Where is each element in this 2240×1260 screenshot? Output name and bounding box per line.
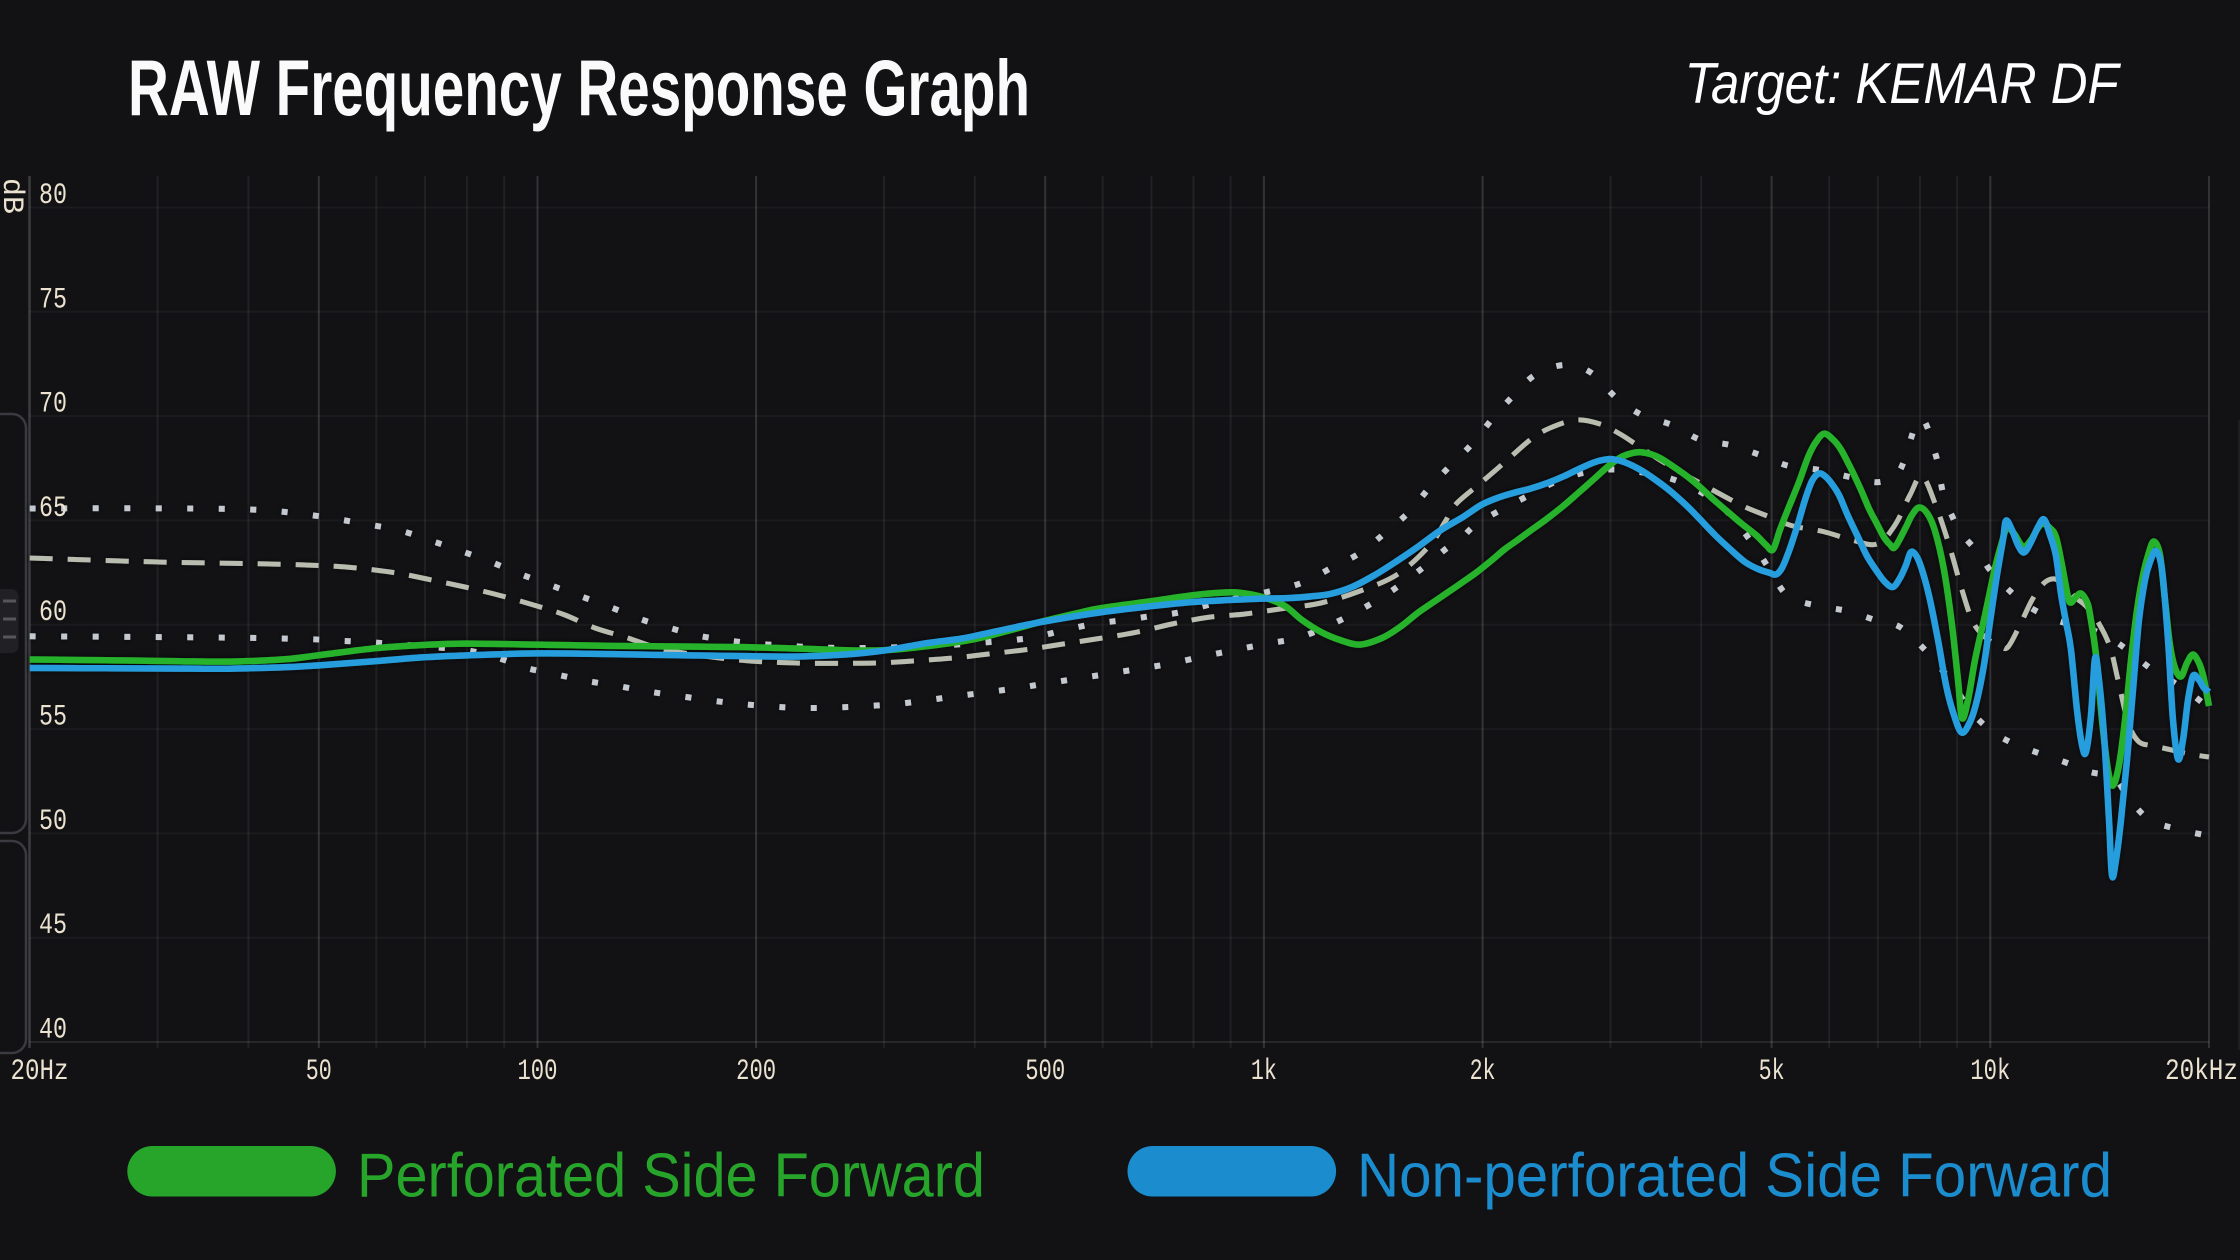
svg-text:5k: 5k <box>1759 1055 1785 1089</box>
svg-text:80: 80 <box>39 179 67 213</box>
svg-text:65: 65 <box>39 492 67 526</box>
svg-text:70: 70 <box>39 388 67 422</box>
svg-text:60: 60 <box>39 596 67 630</box>
svg-text:2k: 2k <box>1470 1055 1496 1089</box>
svg-text:1k: 1k <box>1251 1055 1277 1089</box>
svg-text:55: 55 <box>39 701 67 735</box>
svg-text:Target: KEMAR DF: Target: KEMAR DF <box>1685 52 2122 116</box>
svg-text:50: 50 <box>39 805 67 839</box>
svg-text:75: 75 <box>39 283 67 317</box>
svg-text:10k: 10k <box>1970 1055 2010 1089</box>
svg-text:dB: dB <box>0 178 28 214</box>
svg-text:40: 40 <box>39 1014 67 1048</box>
svg-text:Non-perforated Side Forward: Non-perforated Side Forward <box>1357 1142 2112 1211</box>
svg-text:100: 100 <box>517 1055 557 1089</box>
svg-text:Perforated Side Forward: Perforated Side Forward <box>357 1142 985 1211</box>
svg-text:200: 200 <box>736 1055 776 1089</box>
svg-text:500: 500 <box>1025 1055 1065 1089</box>
svg-text:45: 45 <box>39 909 67 943</box>
svg-text:RAW Frequency Response Graph: RAW Frequency Response Graph <box>128 43 1030 132</box>
svg-text:20kHz: 20kHz <box>2165 1055 2238 1089</box>
svg-text:20Hz: 20Hz <box>11 1055 69 1089</box>
svg-text:50: 50 <box>306 1055 332 1089</box>
